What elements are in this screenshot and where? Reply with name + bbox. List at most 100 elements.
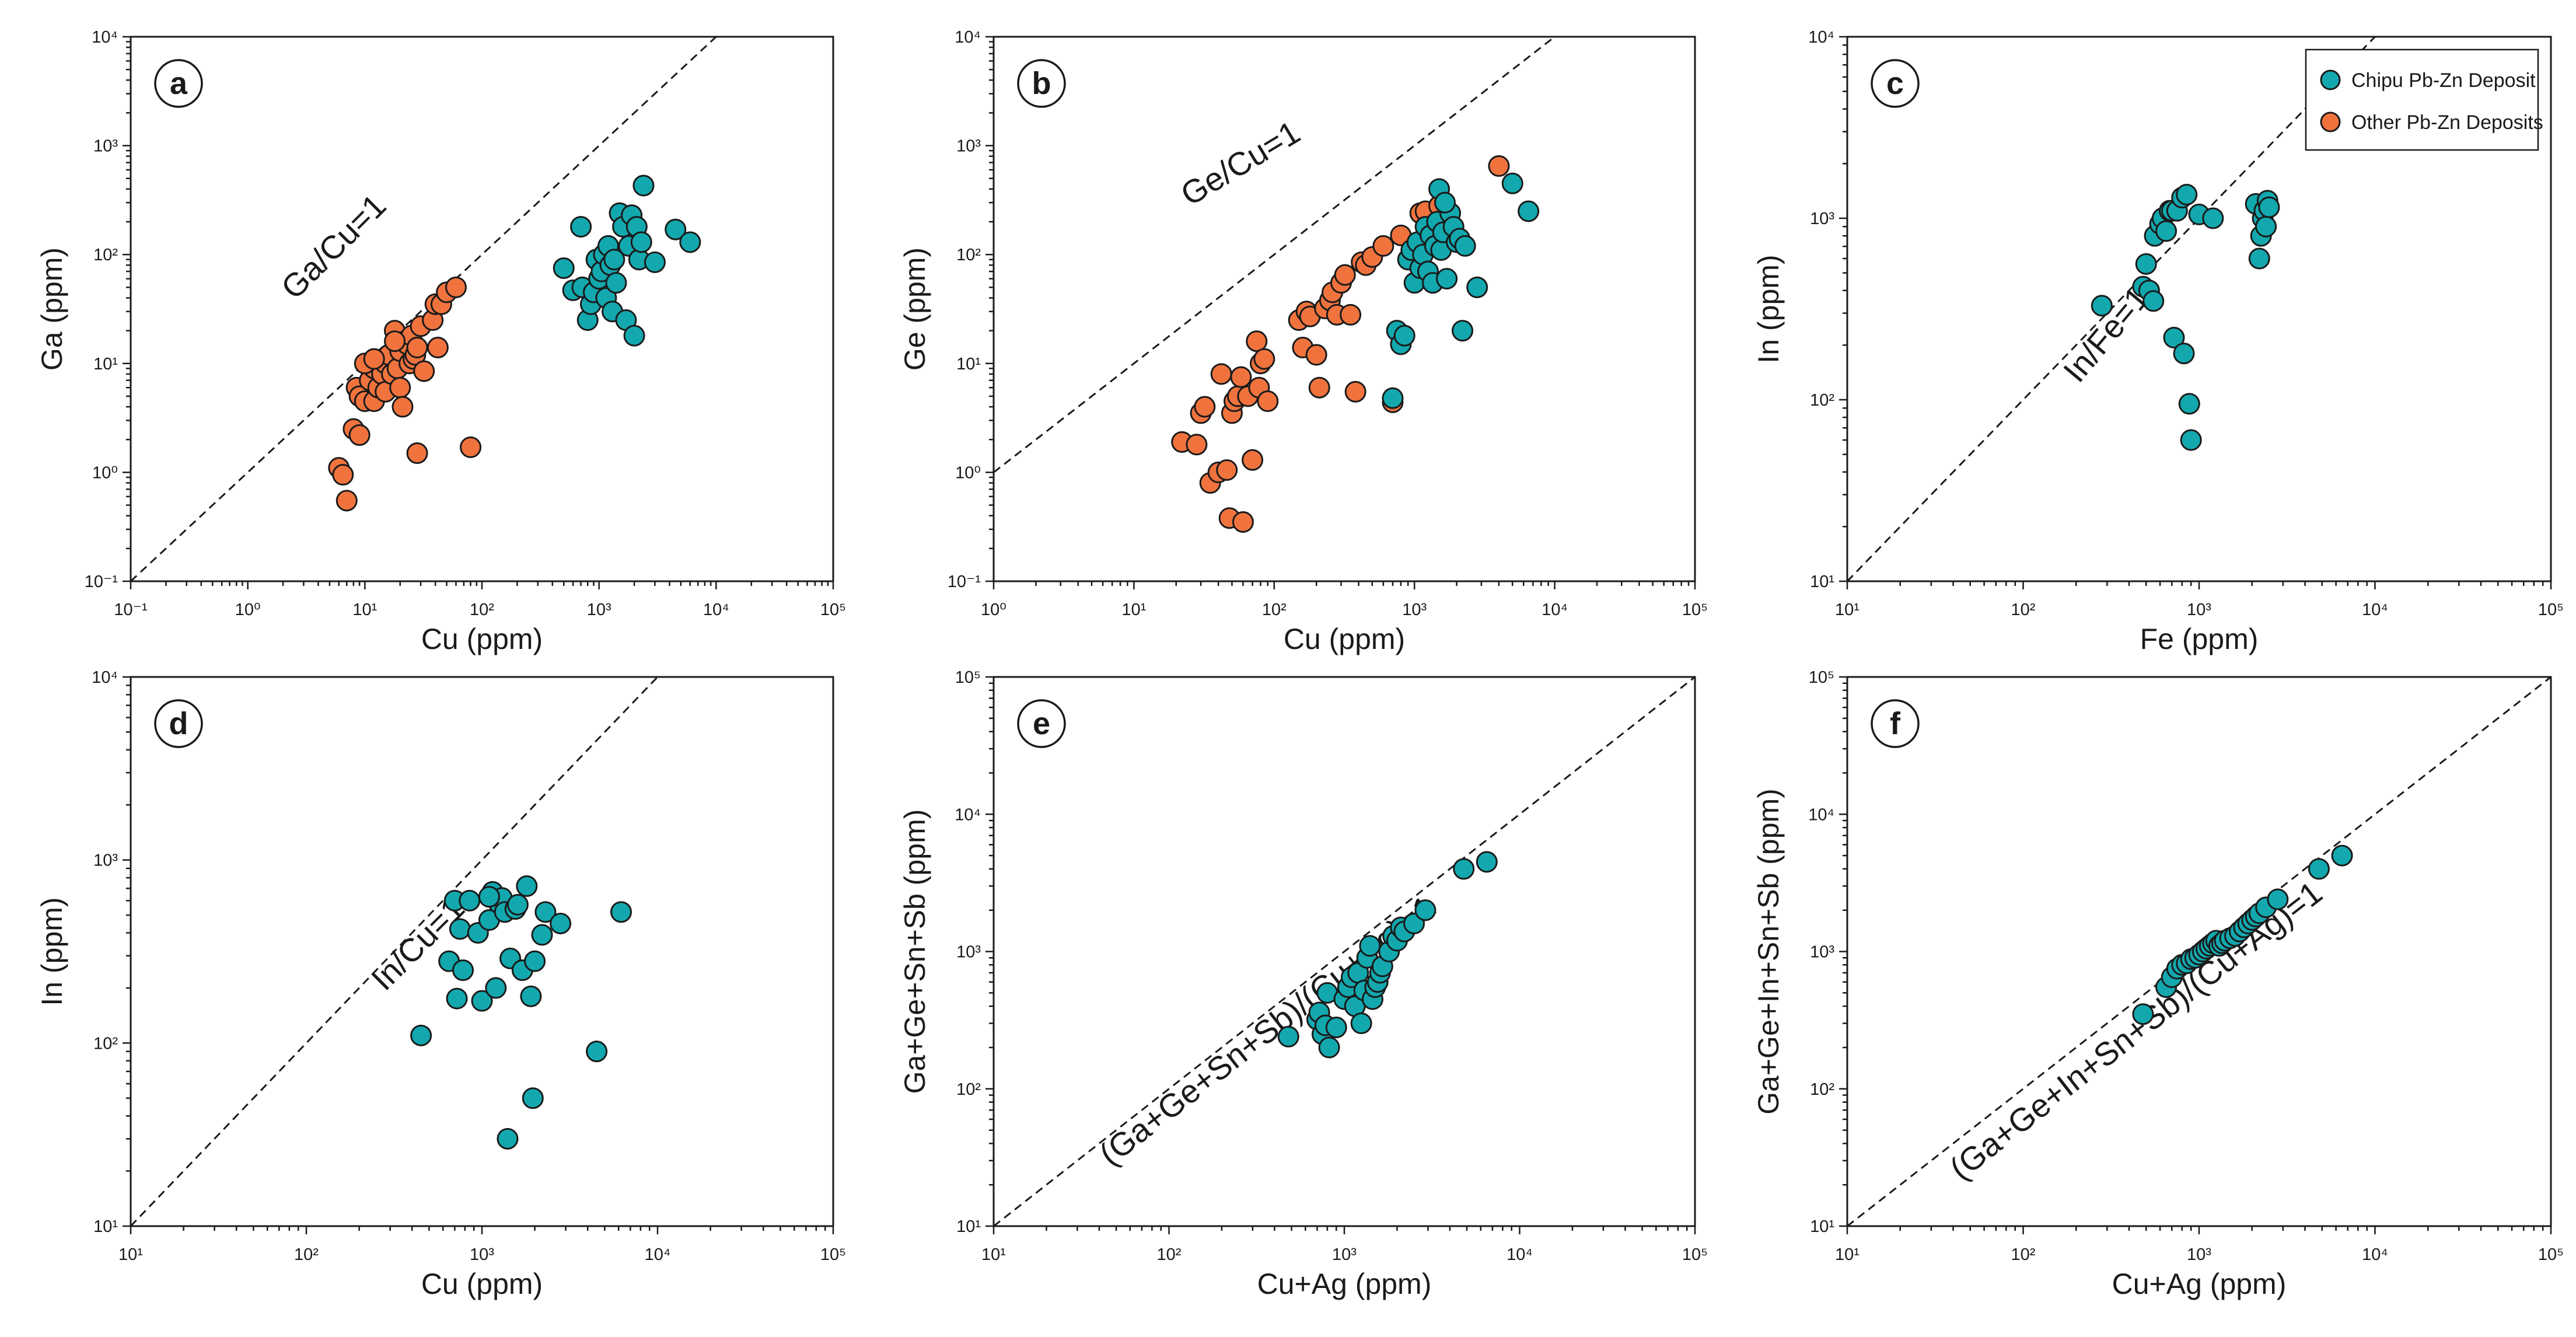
x-tick-label: 10⁴ (2362, 601, 2388, 619)
panel-letter: f (1890, 706, 1901, 741)
panel-badge (154, 59, 203, 108)
ticks (123, 676, 834, 1234)
panel-a: 10⁻¹ 10⁰ 10¹ 10² 10³ 10⁴ 10⁵ 10⁻¹ 10⁰ 10¹ 10² 10³ 10… (36, 28, 846, 655)
x-tick-label: 10⁴ (1542, 601, 1568, 619)
other-point (1344, 380, 1366, 403)
x-tick-label: 10² (294, 1245, 319, 1264)
ratio-1-line (994, 37, 1556, 473)
x-tick-label: 10² (2011, 601, 2036, 619)
chipu-point (570, 216, 592, 238)
y-tick-label: 10² (93, 246, 118, 264)
legend-entry: Other Pb-Zn Deposits (2320, 111, 2543, 134)
data-points (1277, 851, 1498, 1059)
x-tick-label: 10¹ (118, 1245, 143, 1264)
other-point (1305, 344, 1327, 366)
panel-badge (1871, 59, 1920, 108)
x-tick-label: 10¹ (1121, 601, 1146, 619)
y-tick-label: 10³ (93, 851, 118, 870)
panel-letter: d (169, 706, 188, 741)
chipu-point (1350, 1013, 1372, 1035)
x-tick-label: 10⁴ (645, 1245, 671, 1264)
y-tick-label: 10² (956, 246, 981, 264)
y-axis-label: Ga+Ge+In+Sn+Sb (ppm) (1752, 788, 1785, 1115)
chipu-point (522, 1087, 544, 1109)
chipu-point (471, 990, 493, 1012)
y-tick-label: 10¹ (1810, 1217, 1834, 1236)
chipu-point (2163, 327, 2185, 349)
x-tick-label: 10¹ (352, 601, 377, 619)
chipu-point (2255, 215, 2277, 238)
other-point (332, 464, 354, 486)
data-points (328, 174, 701, 512)
other-point (348, 424, 371, 446)
y-tick-label: 10¹ (93, 355, 118, 373)
other-point (413, 360, 435, 382)
data-points (2091, 183, 2280, 451)
x-tick-label: 10² (1262, 601, 1287, 619)
y-tick-label: 10¹ (956, 355, 981, 373)
x-axis-label: Cu (ppm) (421, 623, 543, 655)
chipu-point (1466, 276, 1488, 298)
ratio-1-line (994, 677, 1695, 1226)
chipu-point (1325, 1017, 1347, 1039)
chipu-point (586, 1041, 608, 1063)
y-tick-label: 10⁰ (92, 463, 118, 482)
chipu-point (2155, 220, 2177, 242)
x-tick-label: 10⁻¹ (114, 601, 148, 619)
x-tick-label: 10³ (1402, 601, 1427, 619)
other-point (406, 337, 428, 359)
x-tick-label: 10⁴ (2362, 1245, 2388, 1264)
y-tick-label: 10⁴ (1808, 805, 1834, 824)
chipu-point (2267, 888, 2289, 910)
ticks (123, 36, 834, 589)
x-axis-label: Fe (ppm) (2140, 623, 2259, 655)
chipu-point (603, 249, 625, 271)
chipu-point (2202, 207, 2224, 229)
other-point (1340, 303, 1362, 326)
chipu-point (1476, 851, 1498, 873)
plot-frame (130, 676, 834, 1227)
chipu-point (679, 231, 701, 253)
x-tick-label: 10⁵ (820, 1245, 846, 1264)
chipu-point (449, 918, 471, 940)
legend-label: Other Pb-Zn Deposits (2351, 111, 2543, 134)
other-point (1210, 363, 1232, 385)
x-tick-label: 10⁴ (1507, 1245, 1533, 1264)
y-tick-label: 10² (1810, 391, 1834, 410)
data-points (410, 875, 632, 1150)
panel-badge (1017, 59, 1066, 108)
chipu-point (1453, 858, 1475, 880)
chipu-point (2308, 858, 2330, 880)
y-tick-label: 10⁴ (92, 668, 118, 687)
ticks (1839, 676, 2552, 1234)
ratio-line-label: (Ga+Ge+In+Sn+Sb)/(Cu+Ag)=1 (1943, 874, 2329, 1186)
x-tick-label: 10² (1157, 1245, 1182, 1264)
x-axis-label: Cu (ppm) (421, 1268, 543, 1300)
other-point (335, 490, 358, 512)
chipu-point (644, 251, 666, 273)
y-tick-label: 10⁴ (1808, 28, 1834, 47)
other-point (1232, 511, 1254, 533)
other-point (1246, 330, 1268, 352)
legend-entry: Chipu Pb-Zn Deposit (2320, 69, 2536, 92)
chipu-point (1434, 191, 1456, 214)
other-point (1334, 264, 1356, 286)
chipu-point (2178, 393, 2200, 415)
chipu-point (452, 959, 474, 982)
x-tick-label: 10⁰ (981, 601, 1006, 619)
x-axis-label: Cu+Ag (ppm) (2112, 1268, 2287, 1300)
y-tick-label: 10² (956, 1080, 981, 1099)
y-axis-label: Ge (ppm) (899, 247, 931, 371)
legend: Chipu Pb-Zn Deposit Other Pb-Zn Deposits (2305, 48, 2543, 151)
x-tick-label: 10⁵ (820, 601, 846, 619)
other-point (363, 348, 385, 370)
y-tick-label: 10³ (956, 943, 981, 962)
y-axis-label: In (ppm) (1752, 254, 1785, 363)
plot-frame (992, 36, 1696, 582)
chipu-point (1393, 324, 1415, 347)
chipu-point (1414, 899, 1436, 921)
chipu-point (520, 985, 542, 1007)
y-axis-label: In (ppm) (36, 897, 68, 1006)
data-points (2132, 844, 2353, 1025)
x-tick-label: 10⁰ (235, 601, 261, 619)
